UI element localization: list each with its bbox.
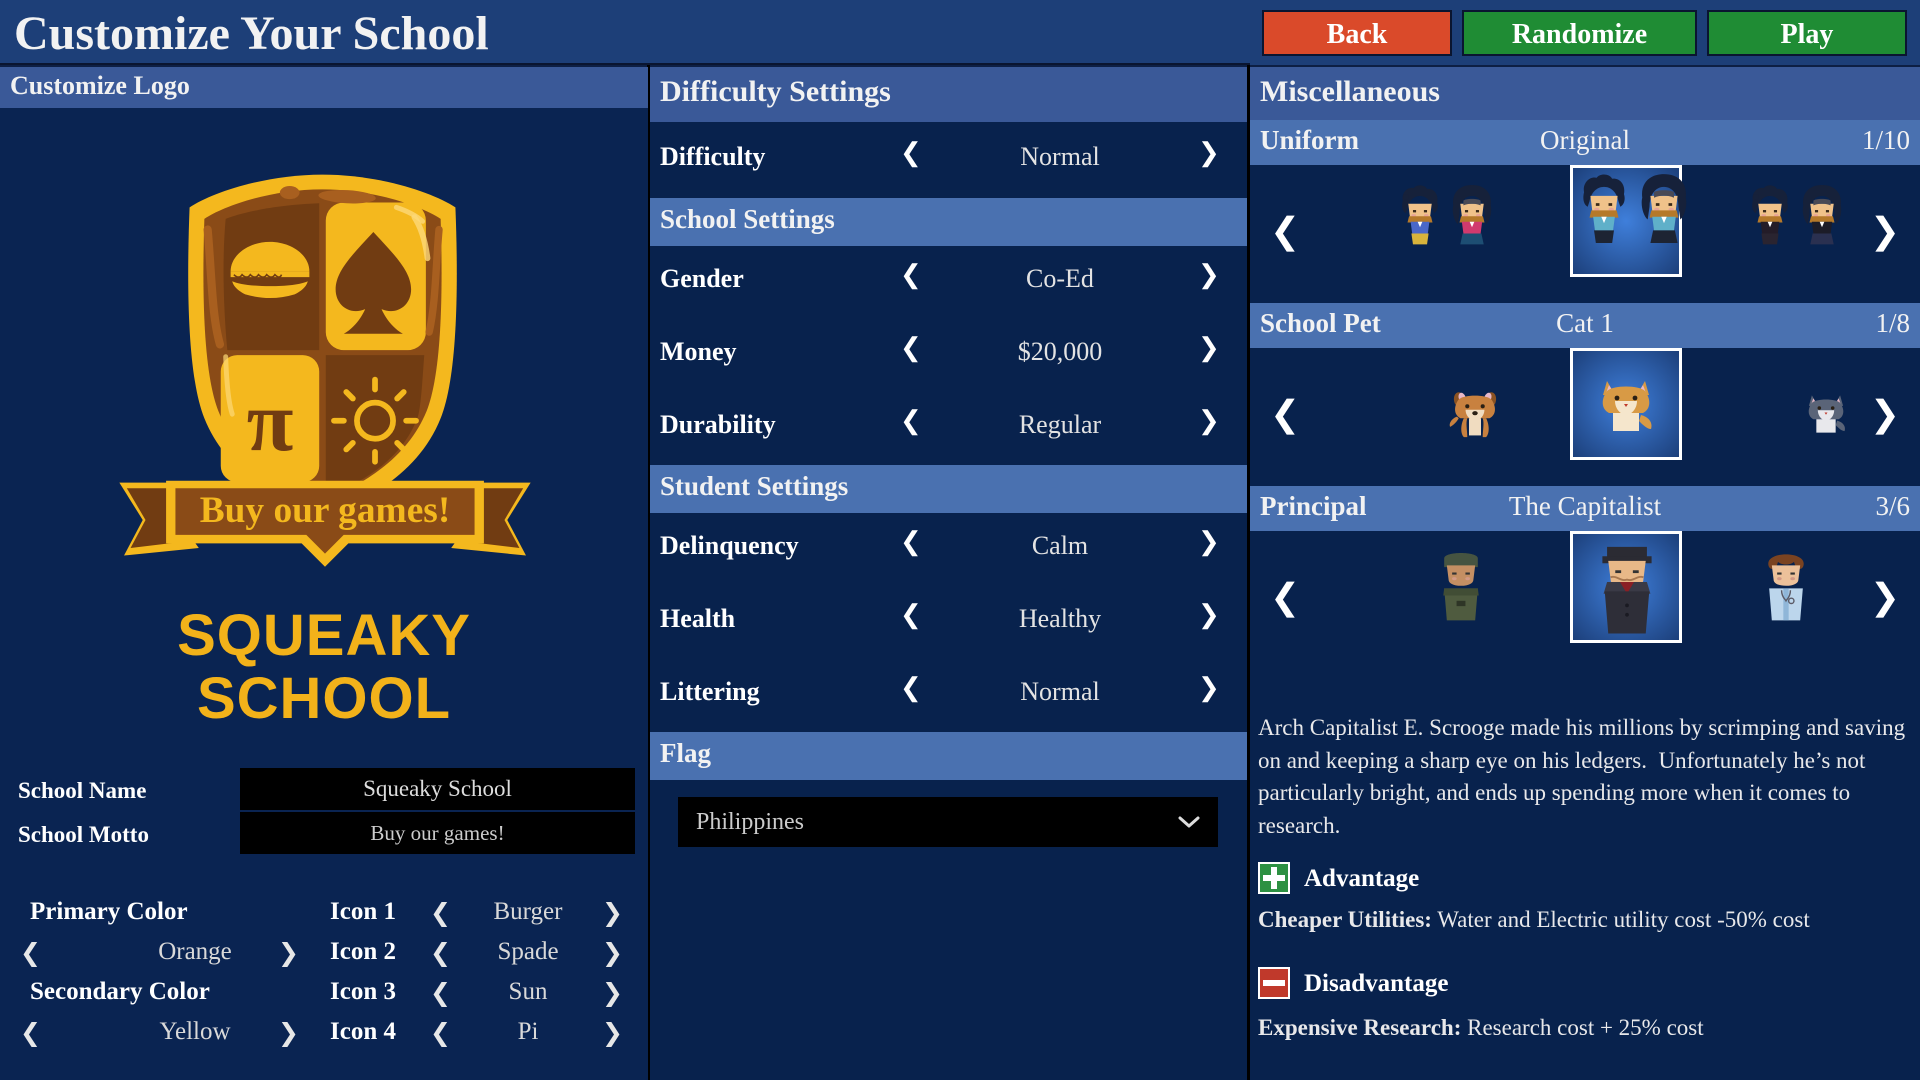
svg-text:Buy our games!: Buy our games! <box>200 490 451 531</box>
svg-text:π: π <box>247 375 294 469</box>
